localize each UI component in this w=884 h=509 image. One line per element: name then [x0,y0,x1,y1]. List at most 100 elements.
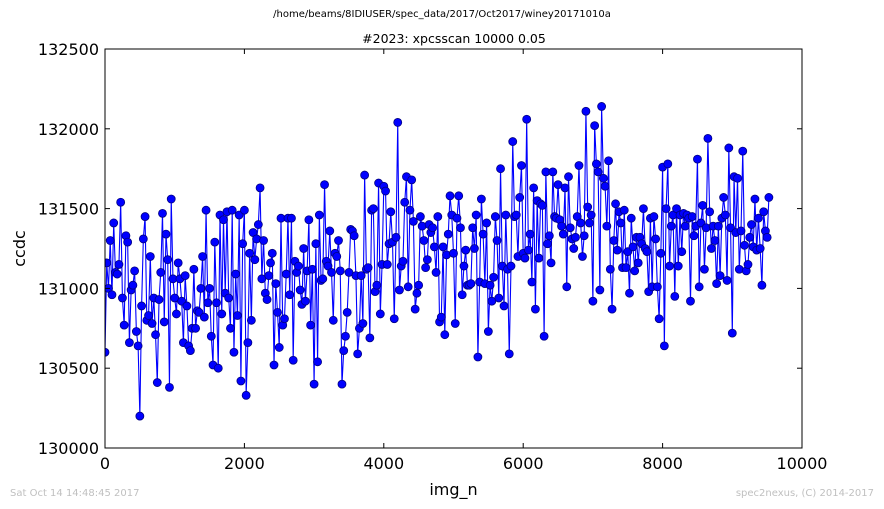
data-point [267,248,277,258]
x-tick-label: 4000 [363,454,404,473]
data-point [199,312,209,322]
data-point [353,349,363,359]
data-point [105,236,115,245]
data-point [593,167,603,177]
data-point [412,288,422,298]
data-point [534,253,544,263]
data-point [450,319,460,328]
data-point [527,277,537,287]
data-point [652,282,662,292]
data-point [611,199,620,209]
data-point [607,304,617,314]
data-point [243,338,253,348]
data-point [285,290,295,300]
data-point [428,223,437,233]
data-point [544,231,554,241]
data-point [651,234,661,244]
data-point [182,301,192,311]
data-point [391,232,401,242]
data-point [759,207,769,217]
data-point [280,314,289,324]
data-point [307,264,317,274]
data-point [128,280,138,290]
data-point [609,236,619,245]
data-point [511,210,521,220]
data-point [206,331,216,341]
data-point [628,242,638,252]
data-point [253,220,263,229]
data-point [382,260,392,269]
data-point [227,205,237,215]
data-point [663,159,673,169]
data-point [212,298,221,308]
data-point [443,229,453,239]
data-point [332,252,342,261]
data-point [677,247,687,257]
data-point [436,312,446,322]
data-point [358,319,368,328]
data-point [389,314,399,324]
data-point [156,268,166,277]
figure-suptitle: /home/beams/8IDIUSER/spec_data/2017/Oct2… [273,9,611,20]
data-point [633,258,643,268]
data-point [299,244,309,253]
data-point [665,261,674,271]
data-point [438,242,448,252]
data-point [414,280,424,290]
data-point [743,260,753,269]
data-point [255,183,265,193]
data-point [720,210,730,220]
data-point [328,315,338,325]
data-point [557,221,566,231]
data-point [236,376,246,386]
data-point [185,346,195,356]
data-point [145,252,155,261]
data-point [219,215,228,225]
data-point [459,261,469,271]
data-point [466,279,476,289]
data-point [105,258,112,268]
data-point [393,118,403,127]
data-point [133,341,143,351]
data-point [583,202,593,212]
data-point [165,382,174,392]
data-point [349,231,359,241]
data-point [680,221,690,231]
data-point [687,212,697,221]
data-point [172,309,181,319]
data-point [482,218,492,228]
plot-title: #2023: xpcsscan 10000 0.05 [362,31,546,46]
data-point [649,212,659,221]
data-point [747,220,756,229]
data-point [191,323,201,333]
data-point [210,237,220,247]
data-point [470,244,479,253]
data-point [196,283,206,293]
data-point [375,309,385,319]
data-point [543,239,552,249]
data-point [229,347,239,357]
data-point [158,208,167,218]
data-point [515,193,525,202]
data-point [320,180,329,190]
data-point [226,323,235,333]
y-axis-label: ccdc [10,230,29,267]
data-point [666,221,676,231]
footer-timestamp: Sat Oct 14 14:48:45 2017 [10,488,140,499]
series-line [105,106,770,417]
data-point [415,212,425,221]
x-tick-label: 8000 [642,454,683,473]
data-point [700,264,709,274]
data-point [456,223,465,233]
data-point [337,379,347,389]
data-point [138,234,148,244]
footer-credit: spec2nexus, (C) 2014-2017 [735,488,874,499]
data-point [724,143,734,153]
data-point [736,226,746,236]
data-point [365,333,375,343]
data-point [738,146,748,156]
plot-area [105,102,774,421]
data-point [152,378,162,387]
data-point [520,253,530,263]
data-point [483,327,493,336]
